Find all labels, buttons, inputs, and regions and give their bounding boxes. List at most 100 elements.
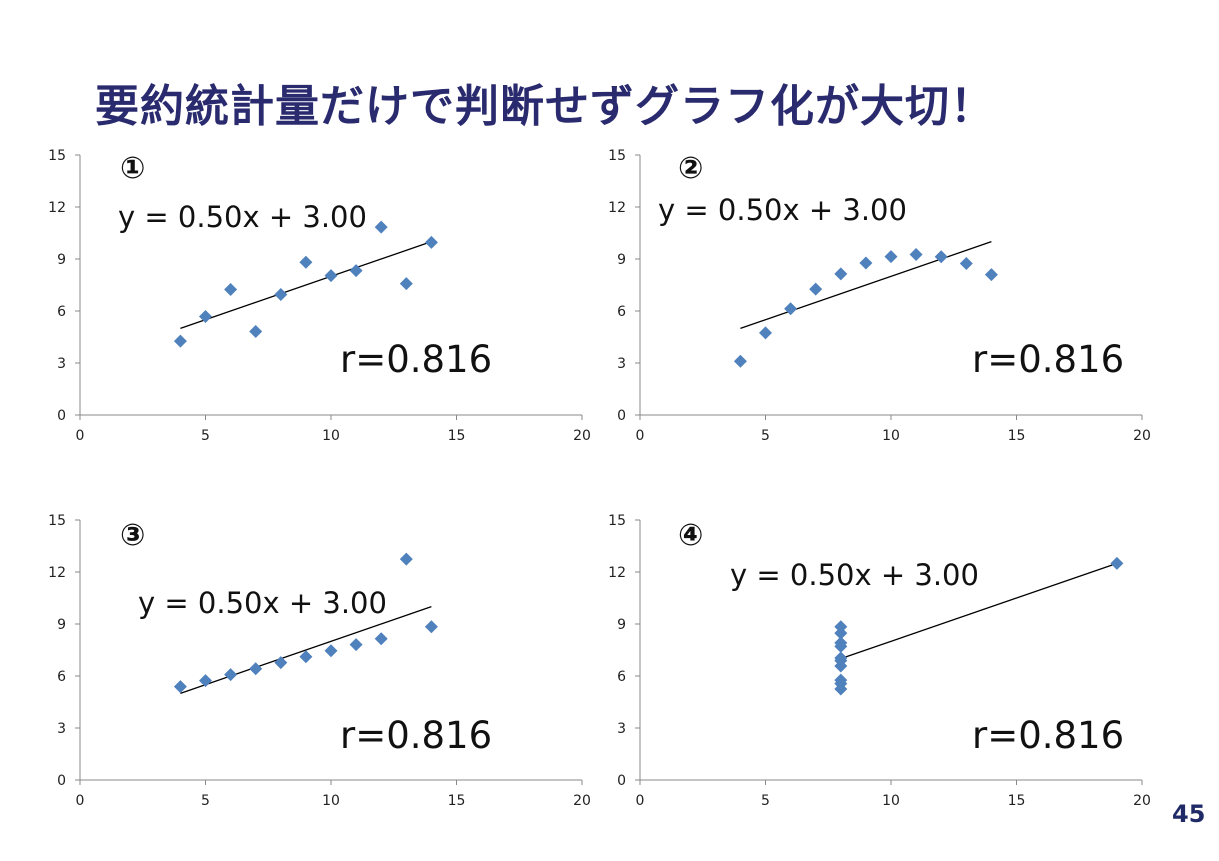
trendline (180, 241, 432, 329)
x-tick-label: 20 (573, 428, 591, 444)
regression-equation: y = 0.50x + 3.00 (730, 558, 979, 592)
y-tick-label: 6 (57, 304, 66, 320)
data-point (424, 620, 438, 634)
data-point (324, 269, 338, 283)
data-point (809, 282, 823, 296)
data-point (834, 654, 848, 668)
data-point (299, 255, 313, 269)
y-tick-label: 0 (617, 773, 626, 789)
data-point (274, 656, 288, 670)
panel-label: ② (678, 151, 703, 186)
x-tick-label: 20 (1133, 428, 1151, 444)
y-tick-label: 6 (57, 669, 66, 685)
data-point (834, 677, 848, 691)
y-tick-label: 9 (617, 252, 626, 268)
x-tick-label: 10 (882, 428, 900, 444)
x-tick-label: 15 (448, 793, 466, 809)
correlation-label: r=0.816 (972, 338, 1124, 381)
y-tick-label: 6 (617, 304, 626, 320)
x-tick-label: 10 (322, 793, 340, 809)
correlation-label: r=0.816 (972, 714, 1124, 757)
regression-equation: y = 0.50x + 3.00 (658, 193, 907, 227)
y-tick-label: 9 (57, 617, 66, 633)
data-point (349, 264, 363, 278)
y-tick-label: 15 (48, 513, 66, 529)
y-tick-label: 12 (48, 200, 66, 216)
y-tick-label: 3 (57, 721, 66, 737)
trendline (840, 562, 1118, 660)
data-point (374, 632, 388, 646)
panel-label: ④ (678, 518, 703, 553)
data-point (834, 267, 848, 281)
x-tick-label: 5 (761, 793, 770, 809)
data-point (834, 626, 848, 640)
data-point (424, 235, 438, 249)
regression-equation: y = 0.50x + 3.00 (118, 200, 367, 234)
x-tick-label: 0 (76, 793, 85, 809)
data-point (199, 310, 212, 324)
regression-equation: y = 0.50x + 3.00 (138, 586, 387, 620)
x-tick-label: 5 (201, 793, 210, 809)
y-tick-label: 9 (57, 252, 66, 268)
x-tick-label: 5 (761, 428, 770, 444)
x-tick-label: 0 (76, 428, 85, 444)
data-point (834, 636, 848, 650)
y-tick-label: 12 (608, 200, 626, 216)
x-tick-label: 15 (1008, 793, 1026, 809)
data-point (733, 354, 747, 368)
trendline (740, 241, 992, 329)
data-point (199, 674, 212, 688)
scatter-chart-1: 0 5 10 15 20 0 3 6 9 12 15 ① y = 0.50x + 3.00 r=0.816 (48, 148, 591, 444)
x-tick-label: 0 (636, 793, 645, 809)
y-tick-label: 9 (617, 617, 626, 633)
panel-label: ① (120, 151, 145, 186)
scatter-chart-2: 0 5 10 15 20 0 3 6 9 12 15 ② y = 0.50x + 3.00 r=0.816 (608, 148, 1151, 444)
data-point (249, 324, 263, 338)
data-point (984, 268, 998, 282)
x-tick-label: 20 (1133, 793, 1151, 809)
data-point (224, 283, 238, 297)
data-point (374, 220, 388, 234)
correlation-label: r=0.816 (340, 714, 492, 757)
x-tick-label: 20 (573, 793, 591, 809)
y-tick-label: 15 (48, 148, 66, 164)
x-tick-label: 15 (448, 428, 466, 444)
panel-label: ③ (120, 518, 145, 553)
x-tick-label: 0 (636, 428, 645, 444)
data-point (759, 326, 772, 340)
x-tick-label: 5 (201, 428, 210, 444)
data-point (934, 250, 948, 264)
x-tick-label: 15 (1008, 428, 1026, 444)
data-point (249, 662, 263, 676)
data-point (399, 277, 413, 291)
data-point (884, 250, 898, 264)
data-point (224, 668, 238, 682)
page-number: 45 (1172, 800, 1206, 828)
y-tick-label: 12 (48, 565, 66, 581)
data-point (324, 644, 338, 658)
y-tick-label: 3 (617, 356, 626, 372)
y-tick-label: 0 (57, 408, 66, 424)
x-tick-label: 10 (322, 428, 340, 444)
y-tick-label: 0 (617, 408, 626, 424)
y-tick-label: 6 (617, 669, 626, 685)
data-point (274, 288, 288, 302)
y-tick-label: 15 (608, 148, 626, 164)
data-point (859, 256, 873, 270)
x-tick-label: 10 (882, 793, 900, 809)
data-point (784, 302, 798, 316)
data-point (299, 650, 313, 664)
correlation-label: r=0.816 (340, 338, 492, 381)
data-point (959, 257, 973, 271)
y-tick-label: 15 (608, 513, 626, 529)
y-tick-label: 3 (57, 356, 66, 372)
data-point (399, 552, 413, 566)
y-tick-label: 0 (57, 773, 66, 789)
y-tick-label: 12 (608, 565, 626, 581)
y-tick-label: 3 (617, 721, 626, 737)
scatter-chart-3: 0 5 10 15 20 0 3 6 9 12 15 ③ y = 0.50x + 3.00 r=0.816 (48, 513, 591, 809)
trendline (180, 606, 432, 694)
data-point (173, 334, 187, 348)
data-point (1110, 556, 1124, 570)
slide-title: 要約統計量だけで判断せずグラフ化が大切！ (95, 81, 995, 132)
